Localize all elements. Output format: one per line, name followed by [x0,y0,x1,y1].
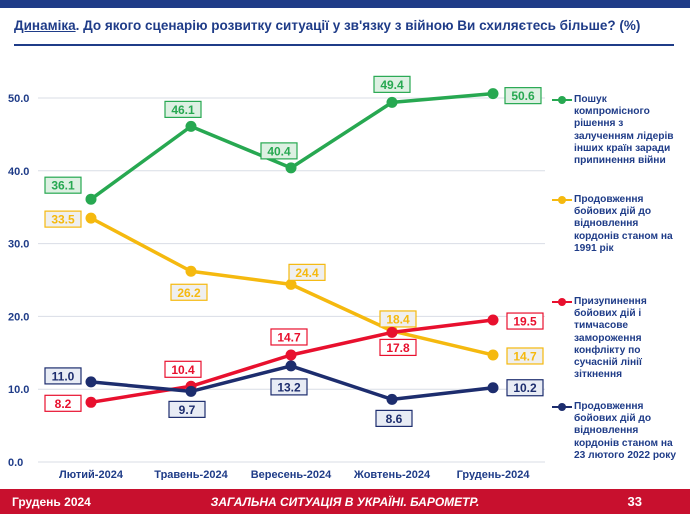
y-tick-label: 30.0 [8,239,29,251]
x-tick-label: Грудень-2024 [457,469,531,480]
data-label: 10.4 [171,363,195,377]
data-label: 50.6 [511,89,535,103]
data-label: 46.1 [171,103,195,117]
legend-item-compromise: Пошук компромісного рішення з залученням… [552,94,684,167]
data-label-box [270,328,308,346]
data-label-box [379,338,417,357]
data-label: 17.8 [386,341,410,355]
footer-section-title: ЗАГАЛЬНА СИТУАЦІЯ В УКРАЇНІ. БАРОМЕТР. [210,495,480,509]
x-tick-label: Травень-2024 [154,469,228,480]
y-tick-label: 50.0 [8,93,29,105]
data-label: 18.4 [386,312,410,326]
x-tick-label: Лютий-2024 [59,469,124,480]
legend-item-borders-2022: Продовження бойових дій до відновлення к… [552,401,684,462]
line-chart: 0.0 10.0 20.0 30.0 40.0 50.0 Лютий-2024 Травень… [8,75,545,480]
data-label-box [270,378,308,396]
data-point [285,162,297,174]
y-tick-label: 10.0 [8,384,29,396]
data-point [386,96,398,108]
data-point [386,326,398,338]
data-point [85,212,97,224]
y-tick-label: 20.0 [8,311,29,323]
page-number: 33 [627,494,642,509]
data-label: 33.5 [51,213,75,227]
data-label: 8.6 [386,412,403,426]
data-label-box [44,367,82,385]
yellow-series-marker [552,196,572,204]
footer-bar: ЗАГАЛЬНА СИТУАЦІЯ В УКРАЇНІ. БАРОМЕТР. Г… [0,489,690,514]
data-label: 10.2 [513,381,537,395]
data-label-box [168,400,206,418]
data-label: 24.4 [295,266,319,280]
data-label-box [164,360,202,378]
x-tick-label: Вересень-2024 [251,469,332,480]
legend-item-borders-1991: Продовження бойових дій до відновлення к… [552,194,684,255]
data-point [85,193,97,205]
data-label-box [170,283,208,301]
data-label-box [44,394,82,412]
x-tick-label: Жовтень-2024 [353,469,431,480]
data-point [285,349,297,361]
data-label: 9.7 [179,403,196,417]
data-point [285,278,297,290]
data-label-box [504,87,542,105]
data-label-box [506,379,544,397]
legend-item-freeze: Призупинення бойових дій і тимчасове зам… [552,296,684,381]
footer-date: Грудень 2024 [12,495,91,509]
data-label-box [44,176,82,194]
navy-series-marker [552,403,572,411]
legend-label-borders-2022: Продовження бойових дій до відновлення к… [574,401,677,461]
data-point [487,88,499,100]
data-label-box [379,310,417,328]
data-label-box [260,142,298,160]
data-point [285,360,297,372]
data-point [386,393,398,405]
title-highlight: Динаміка [14,18,76,33]
page-title: Динаміка. До якого сценарію розвитку сит… [14,18,674,33]
data-label: 11.0 [52,369,75,383]
legend-label-compromise: Пошук компромісного рішення з залученням… [574,94,674,167]
data-label-box [44,210,82,228]
y-tick-label: 40.0 [8,166,29,178]
data-point [185,265,197,277]
data-label-box [373,75,411,93]
data-point [185,385,197,397]
data-label-box [506,312,544,330]
legend-label-borders-1991: Продовження бойових дій до відновлення к… [574,194,673,254]
data-label: 40.4 [267,144,291,158]
data-point [487,382,499,394]
data-label: 49.4 [380,78,404,92]
top-accent-bar [0,0,690,8]
data-point [487,314,499,326]
data-point [85,376,97,388]
data-label-box [506,347,544,365]
y-tick-label: 0.0 [8,457,23,469]
data-label: 13.2 [277,380,301,394]
data-point [185,120,197,132]
data-label: 26.2 [177,286,201,300]
data-point [85,396,97,408]
data-label-box [164,100,202,118]
green-series-marker [552,96,572,104]
red-series-marker [552,298,572,306]
data-label: 19.5 [513,315,537,329]
legend-label-freeze: Призупинення бойових дій і тимчасове зам… [574,296,647,381]
data-point [487,349,499,361]
title-divider [14,44,674,46]
data-label: 14.7 [277,330,301,344]
data-label: 36.1 [51,179,75,193]
title-text: . До якого сценарію розвитку ситуації у … [75,18,641,33]
data-label: 14.7 [513,349,537,363]
data-label-box [288,263,326,281]
data-label: 8.2 [55,397,72,411]
data-label-box [375,409,413,427]
